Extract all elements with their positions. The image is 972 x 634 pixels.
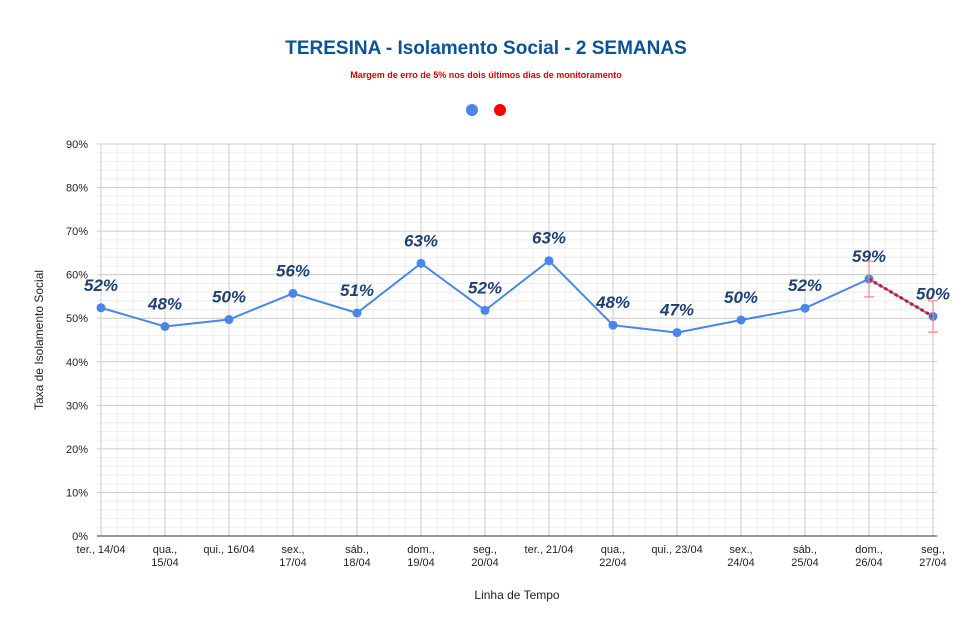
x-tick-label: qua., 15/04 [151,544,179,569]
x-tick-label: seg., 27/04 [919,544,947,569]
legend-marker [494,104,506,116]
x-tick-label: sáb., 18/04 [343,544,371,569]
data-label: 56% [276,261,310,280]
y-tick-label: 80% [66,183,88,195]
y-tick-label: 10% [66,487,88,499]
data-label: 50% [212,288,246,307]
y-tick-label: 0% [72,531,88,543]
series-line [868,277,934,318]
y-tick-label: 70% [66,226,88,238]
x-tick-label: sex., 24/04 [727,544,755,569]
x-tick-label: qua., 22/04 [599,544,627,569]
data-label: 59% [852,247,886,266]
legend-marker [466,104,478,116]
x-tick-label: ter., 21/04 [525,544,574,556]
x-tick-label: ter., 14/04 [77,544,126,556]
x-axis-title: Linha de Tempo [474,588,560,602]
point [736,315,746,325]
data-label: 48% [595,293,630,312]
error-bar [928,300,938,333]
data-label: 50% [724,288,758,307]
x-tick-label: sáb., 25/04 [791,544,819,569]
chart-subtitle: Margem de erro de 5% nos dois últimos di… [350,70,622,80]
y-tick-label: 50% [66,313,88,325]
point [608,320,618,330]
y-tick-label: 90% [66,139,88,151]
data-label: 48% [147,294,182,313]
y-tick-label: 20% [66,444,88,456]
point [352,308,362,318]
data-label: 52% [468,278,502,297]
point [96,303,106,313]
chart-title: TERESINA - Isolamento Social - 2 SEMANAS [285,38,687,59]
point [480,305,490,315]
series-line [100,259,934,334]
x-tick-label: dom., 26/04 [855,544,883,569]
x-tick-label: dom., 19/04 [407,544,435,569]
y-axis-title: Taxa de Isolamento Social [32,270,46,410]
x-tick-label: sex., 17/04 [279,544,307,569]
x-tick-label: seg., 20/04 [471,544,499,569]
data-label: 52% [788,276,822,295]
point [288,288,298,298]
data-label: 63% [532,229,566,248]
y-tick-label: 40% [66,357,88,369]
point [224,315,234,325]
point [672,328,682,338]
x-tick-label: qui., 23/04 [651,544,702,556]
point [544,256,554,266]
x-tick-label: qui., 16/04 [203,544,254,556]
point [800,303,810,313]
data-label: 52% [84,276,118,295]
data-label: 50% [916,284,950,303]
data-label: 47% [659,301,694,320]
error-bar [864,260,874,298]
y-tick-label: 30% [66,400,88,412]
data-label: 63% [404,231,438,250]
point [416,258,426,268]
data-label: 51% [340,281,374,300]
y-tick-label: 60% [66,270,88,282]
point [160,321,170,331]
